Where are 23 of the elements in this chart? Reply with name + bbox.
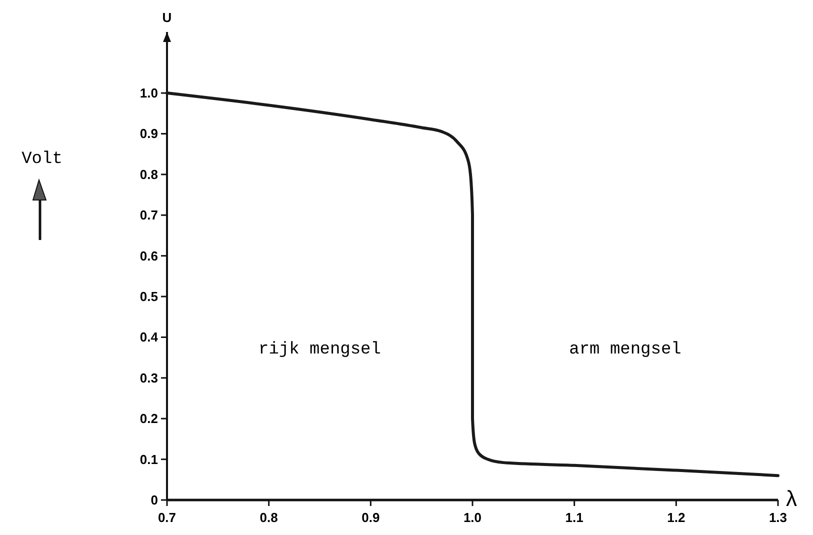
- x-tick-label: 0.8: [260, 510, 278, 525]
- y-tick-label: 0.7: [140, 208, 158, 223]
- y-axis-title: U: [162, 10, 172, 25]
- y-tick-label: 0.3: [140, 370, 158, 386]
- x-tick-label: 1.0: [463, 510, 482, 525]
- annotation: arm mengsel: [569, 340, 682, 360]
- y-tick-label: 0.9: [140, 126, 158, 142]
- y-tick-label: 0.2: [140, 411, 158, 426]
- x-tick-label: 0.9: [362, 510, 380, 525]
- y-tick-label: 0: [150, 492, 158, 508]
- x-tick-label: 0.7: [158, 510, 176, 525]
- x-tick-label: 1.2: [667, 510, 686, 525]
- y-tick-label: 0.4: [140, 330, 159, 345]
- x-tick-label: 1.1: [565, 510, 584, 525]
- text: Volt: [22, 150, 62, 169]
- annotation: rijk mengsel: [258, 340, 381, 360]
- x-axis-title: λ: [786, 486, 797, 511]
- y-tick-label: 1.0: [140, 86, 158, 101]
- y-tick-label: 0.5: [140, 289, 158, 304]
- y-tick-label: 0.1: [140, 452, 158, 467]
- y-tick-label: 0.8: [140, 166, 158, 182]
- x-tick-label: 1.3: [768, 510, 788, 525]
- y-tick-label: 0.6: [140, 248, 158, 264]
